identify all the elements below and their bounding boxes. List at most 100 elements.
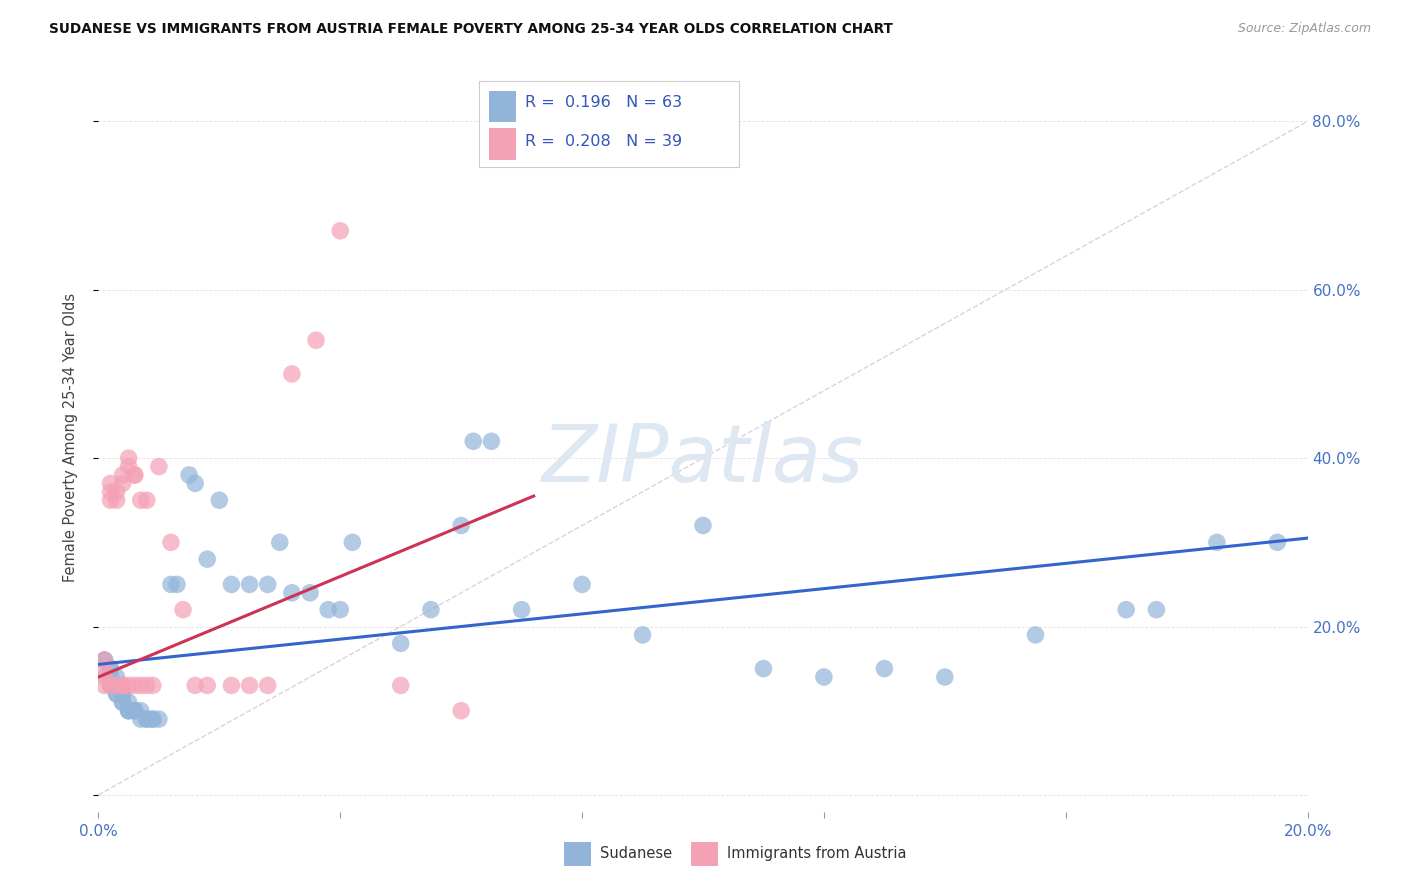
Text: Immigrants from Austria: Immigrants from Austria	[727, 847, 907, 861]
Point	[105, 493, 128, 508]
Point	[93, 670, 115, 684]
Point	[105, 678, 128, 692]
Point	[221, 678, 243, 692]
Point	[281, 586, 304, 600]
FancyBboxPatch shape	[479, 81, 740, 168]
Point	[329, 602, 352, 616]
Point	[221, 577, 243, 591]
Point	[142, 678, 165, 692]
Point	[148, 712, 170, 726]
Point	[184, 678, 207, 692]
Point	[481, 434, 503, 449]
Point	[105, 678, 128, 692]
Point	[316, 602, 339, 616]
Point	[256, 678, 278, 692]
Point	[105, 687, 128, 701]
Point	[118, 459, 141, 474]
Point	[100, 678, 122, 692]
FancyBboxPatch shape	[489, 128, 516, 160]
Point	[631, 628, 654, 642]
Point	[118, 695, 141, 709]
Point	[111, 476, 134, 491]
Point	[111, 695, 134, 709]
Point	[118, 704, 141, 718]
Point	[813, 670, 835, 684]
Point	[129, 712, 152, 726]
Point	[179, 467, 201, 482]
Point	[124, 704, 146, 718]
Point	[184, 476, 207, 491]
Point	[1144, 602, 1167, 616]
Point	[105, 678, 128, 692]
Point	[105, 670, 128, 684]
Point	[124, 704, 146, 718]
Point	[105, 687, 128, 701]
Point	[100, 484, 122, 499]
Point	[195, 552, 218, 566]
Point	[142, 712, 165, 726]
Point	[463, 434, 485, 449]
Point	[160, 577, 183, 591]
Point	[135, 712, 157, 726]
Point	[148, 459, 170, 474]
Point	[571, 577, 593, 591]
Point	[1115, 602, 1137, 616]
Point	[93, 662, 115, 676]
Point	[208, 493, 231, 508]
Point	[1024, 628, 1046, 642]
Point	[129, 704, 152, 718]
Point	[118, 704, 141, 718]
Point	[118, 704, 141, 718]
Point	[118, 451, 141, 466]
Point	[135, 493, 157, 508]
FancyBboxPatch shape	[564, 842, 591, 866]
Text: Source: ZipAtlas.com: Source: ZipAtlas.com	[1237, 22, 1371, 36]
Point	[111, 678, 134, 692]
Point	[124, 467, 146, 482]
Point	[1206, 535, 1229, 549]
Point	[129, 678, 152, 692]
Point	[100, 670, 122, 684]
Point	[1267, 535, 1289, 549]
Point	[111, 467, 134, 482]
Point	[118, 678, 141, 692]
Text: R =  0.196   N = 63: R = 0.196 N = 63	[526, 95, 682, 110]
Text: R =  0.208   N = 39: R = 0.208 N = 39	[526, 134, 682, 149]
Point	[450, 704, 472, 718]
Point	[124, 467, 146, 482]
Point	[239, 577, 262, 591]
Point	[172, 602, 194, 616]
Point	[93, 653, 115, 667]
Point	[100, 678, 122, 692]
Text: Sudanese: Sudanese	[600, 847, 672, 861]
Point	[195, 678, 218, 692]
Point	[111, 695, 134, 709]
Point	[269, 535, 291, 549]
Point	[93, 653, 115, 667]
Point	[256, 577, 278, 591]
Point	[135, 712, 157, 726]
Point	[100, 493, 122, 508]
Point	[129, 493, 152, 508]
Point	[389, 678, 412, 692]
Point	[135, 678, 157, 692]
Point	[239, 678, 262, 692]
Y-axis label: Female Poverty Among 25-34 Year Olds: Female Poverty Among 25-34 Year Olds	[63, 293, 77, 582]
Point	[166, 577, 188, 591]
Point	[93, 678, 115, 692]
Point	[100, 476, 122, 491]
Point	[160, 535, 183, 549]
Point	[873, 662, 896, 676]
Point	[692, 518, 714, 533]
Point	[934, 670, 956, 684]
Point	[342, 535, 364, 549]
Point	[111, 687, 134, 701]
Point	[142, 712, 165, 726]
Point	[124, 704, 146, 718]
FancyBboxPatch shape	[690, 842, 717, 866]
Point	[299, 586, 322, 600]
Point	[450, 518, 472, 533]
Point	[100, 662, 122, 676]
Point	[752, 662, 775, 676]
Point	[305, 333, 328, 347]
